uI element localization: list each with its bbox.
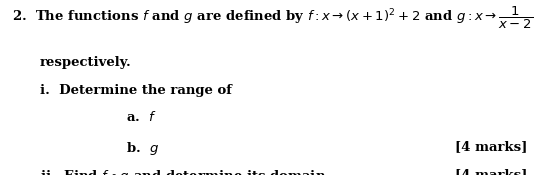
Text: a.  $f$: a. $f$ [126,110,156,124]
Text: 2.  The functions $\mathit{f}$ and $g$ are defined by $f:x \rightarrow (x+1)^2+2: 2. The functions $\mathit{f}$ and $g$ ar… [12,5,533,31]
Text: ii.  Find $f \circ g$ and determine its domain.: ii. Find $f \circ g$ and determine its d… [40,168,331,175]
Text: respectively.: respectively. [40,56,132,69]
Text: i.  Determine the range of: i. Determine the range of [40,84,232,97]
Text: [4 marks]: [4 marks] [455,168,527,175]
Text: [4 marks]: [4 marks] [455,140,527,153]
Text: b.  $g$: b. $g$ [126,140,159,157]
